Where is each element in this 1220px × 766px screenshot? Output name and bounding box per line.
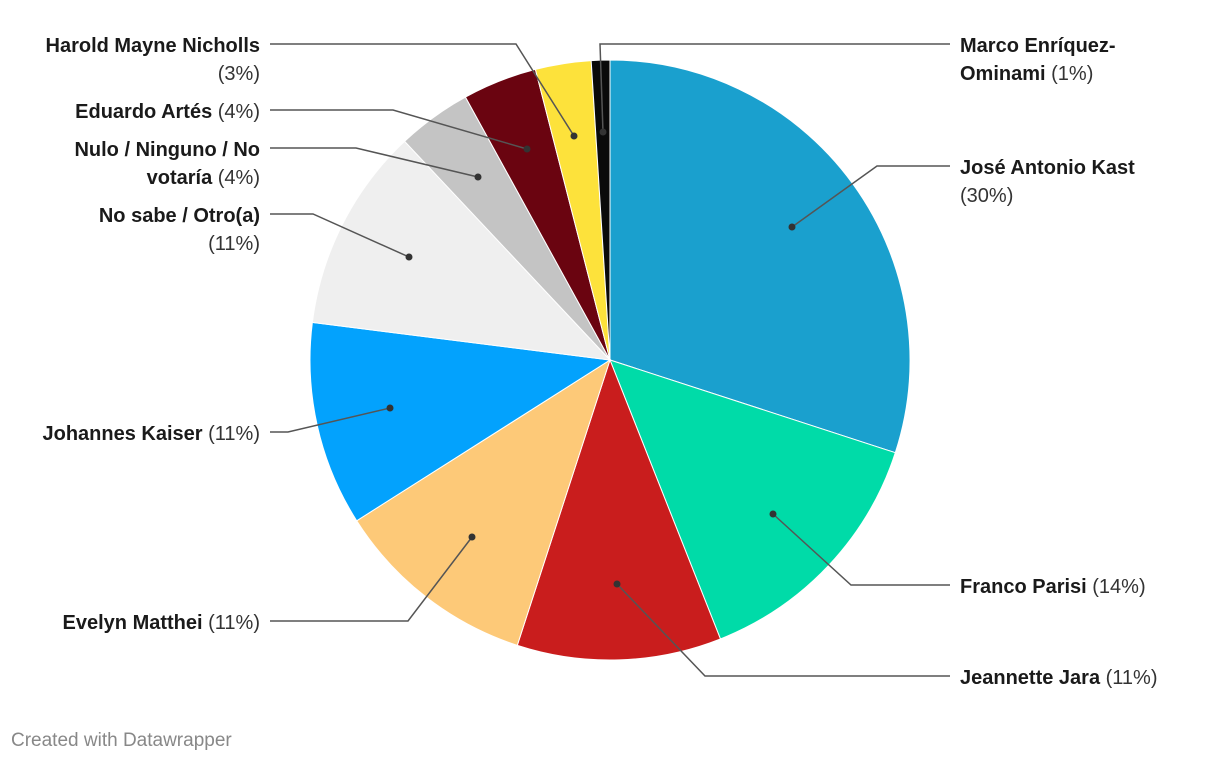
slice-label-name: José Antonio Kast	[960, 157, 1135, 179]
slice-label: (30%)	[960, 185, 1013, 207]
leader-dot	[570, 132, 578, 140]
slice-label-name: Franco Parisi	[960, 576, 1087, 598]
leader-line	[270, 536, 473, 622]
leader-lines	[270, 43, 950, 677]
slice-label-name: Ominami	[960, 63, 1046, 85]
slice-label-percent: (14%)	[1087, 576, 1146, 598]
leader-dot	[523, 145, 531, 153]
slice-label-percent: (11%)	[203, 612, 260, 634]
leader-line	[270, 213, 410, 258]
leader-line	[599, 43, 950, 133]
leader-dot	[405, 253, 413, 261]
slice-label: Jeannette Jara (11%)	[960, 667, 1158, 689]
pie-slices	[309, 59, 911, 661]
pie-slice	[516, 358, 722, 661]
pie-slice	[311, 140, 612, 361]
leader-dot	[613, 580, 621, 588]
slice-label: Nulo / Ninguno / No	[74, 139, 260, 161]
slice-label-percent: (3%)	[218, 63, 260, 85]
slice-label-name: Nulo / Ninguno / No	[74, 139, 260, 161]
slice-label: Franco Parisi (14%)	[960, 576, 1146, 598]
slice-label-percent: (30%)	[960, 185, 1013, 207]
leader-dot	[474, 173, 482, 181]
leader-line	[270, 407, 391, 433]
leader-line	[270, 147, 479, 178]
slice-label-name: Jeannette Jara	[960, 667, 1101, 689]
slice-label: Eduardo Artés (4%)	[75, 101, 260, 123]
slice-label: No sabe / Otro(a)	[99, 205, 260, 227]
slice-label-name: Evelyn Matthei	[63, 612, 203, 634]
slice-label-name: Marco Enríquez-	[960, 35, 1116, 57]
leader-line	[616, 583, 950, 677]
slice-label: Ominami (1%)	[960, 63, 1093, 85]
slice-label-percent: (11%)	[1100, 667, 1157, 689]
slice-label: (11%)	[208, 233, 260, 255]
slice-label: (3%)	[218, 63, 260, 85]
slice-label-percent: (11%)	[203, 423, 260, 445]
leader-line	[791, 165, 950, 228]
slice-label-name: No sabe / Otro(a)	[99, 205, 260, 227]
slice-label-name: Johannes Kaiser	[43, 423, 203, 445]
leader-dot	[788, 223, 796, 231]
slice-label-percent: (4%)	[212, 101, 260, 123]
slice-label-name: Harold Mayne Nicholls	[46, 35, 261, 57]
slice-labels: José Antonio Kast (30%) Franco Parisi (14%…	[43, 35, 1158, 689]
slice-label-percent: (1%)	[1046, 63, 1094, 85]
datawrapper-credit: Created with Datawrapper	[11, 730, 232, 751]
slice-label-name: votaría	[147, 167, 213, 189]
leader-dot	[599, 128, 607, 136]
leader-line	[270, 109, 528, 150]
slice-label-percent: (11%)	[208, 233, 260, 255]
slice-label-name: Eduardo Artés	[75, 101, 212, 123]
slice-label: Marco Enríquez-	[960, 35, 1116, 57]
leader-line	[270, 43, 575, 137]
slice-label: votaría (4%)	[147, 167, 260, 189]
leader-dot	[769, 510, 777, 518]
slice-label: Harold Mayne Nicholls	[46, 35, 261, 57]
leader-line	[772, 513, 950, 586]
leader-dot	[468, 533, 476, 541]
slice-label: José Antonio Kast	[960, 157, 1135, 179]
slice-label: Johannes Kaiser (11%)	[43, 423, 261, 445]
leader-dot	[386, 404, 394, 412]
slice-label: Evelyn Matthei (11%)	[63, 612, 260, 634]
slice-label-percent: (4%)	[212, 167, 260, 189]
